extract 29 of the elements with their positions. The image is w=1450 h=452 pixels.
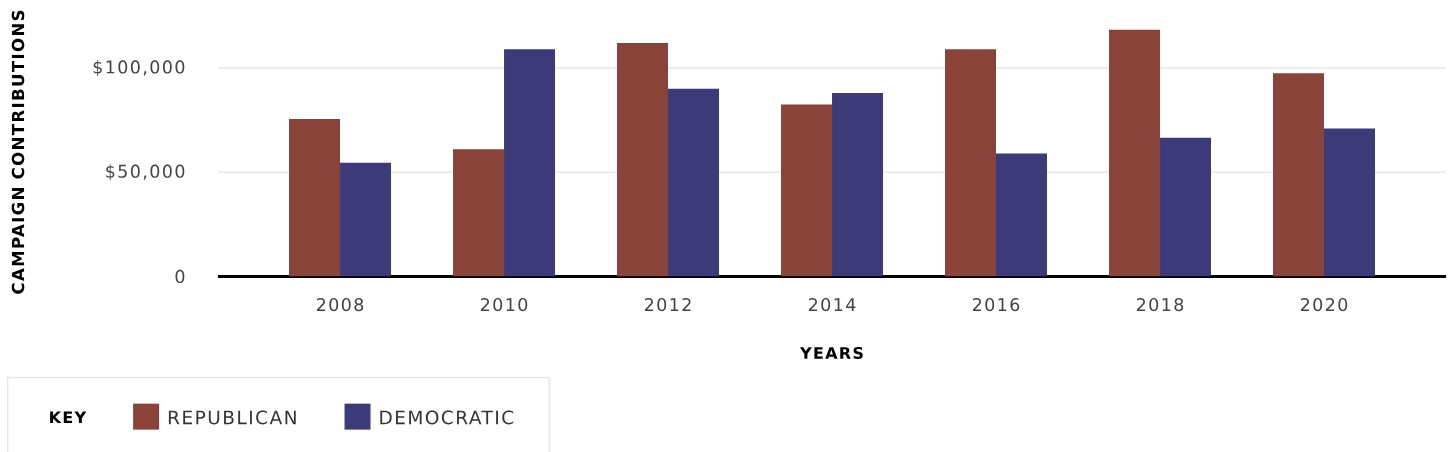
legend-title: KEY (50, 411, 87, 424)
x-tick-label: 2020 (1300, 298, 1348, 312)
bar (945, 49, 997, 277)
bar (1273, 73, 1325, 277)
legend-label: DEMOCRATIC (380, 410, 514, 425)
x-tick-label: 2014 (808, 298, 856, 312)
x-axis-title: YEARS (799, 346, 863, 360)
bar (781, 104, 833, 277)
bar (832, 93, 884, 277)
y-tick-label: 0 (175, 269, 185, 284)
x-tick-label: 2012 (644, 298, 691, 312)
bar (996, 153, 1048, 277)
bar (1109, 29, 1161, 277)
bar (617, 42, 669, 277)
bar (289, 119, 341, 277)
bar (453, 149, 505, 277)
y-tick-label: $100,000 (93, 60, 185, 76)
x-tick-label: 2018 (1136, 298, 1184, 312)
y-tick-label: $50,000 (106, 164, 185, 181)
bar (1324, 128, 1376, 277)
x-tick-label: 2016 (972, 298, 1020, 312)
x-tick-label: 2008 (316, 298, 364, 312)
bar (668, 88, 720, 277)
bar (1160, 137, 1212, 277)
y-axis-title: CAMPAIGN CONTRIBUTIONS (11, 10, 25, 294)
x-tick-label: 2010 (480, 298, 528, 312)
bar (340, 162, 392, 277)
legend-label: REPUBLICAN (168, 410, 296, 425)
bar (504, 49, 556, 277)
